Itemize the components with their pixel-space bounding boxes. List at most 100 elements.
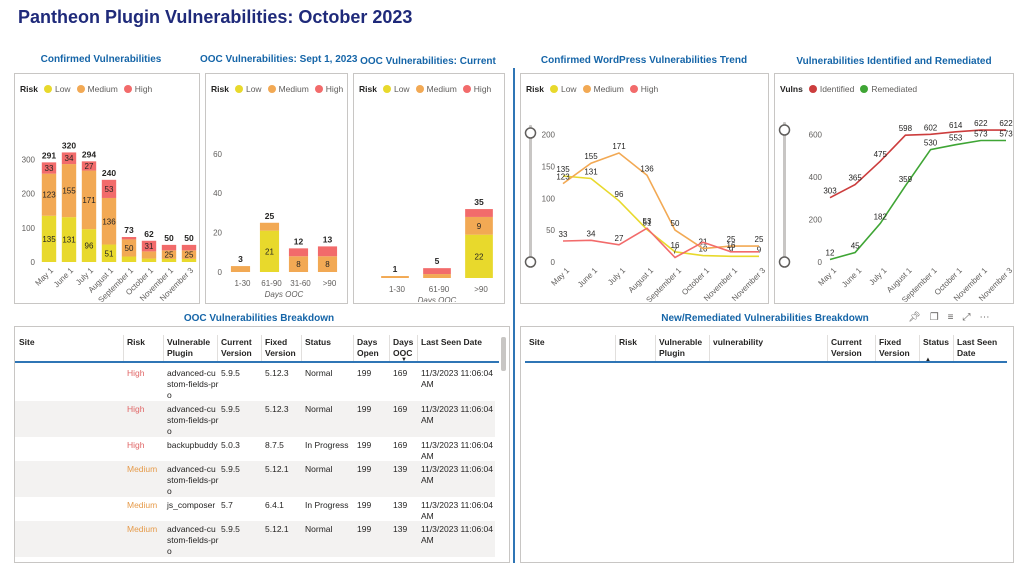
column-header[interactable]: Last Seen Date	[957, 337, 998, 358]
legend-title: Risk	[20, 84, 38, 94]
column-header[interactable]: Status	[923, 337, 949, 347]
bar-segment-medium	[61, 164, 77, 218]
column-header[interactable]: Risk	[619, 337, 637, 347]
legend-item-medium[interactable]: Medium	[415, 84, 457, 94]
segment-label: 171	[82, 196, 96, 205]
cell-seen: 11/3/2023	[421, 560, 497, 562]
column-header[interactable]: Status	[305, 337, 331, 347]
data-label: 171	[612, 142, 626, 151]
table-row[interactable]: High advanced-custom-fields-pro 5.9.5 5.12.…	[15, 401, 495, 437]
sort-down-icon: ▼	[401, 357, 407, 363]
data-label: 573	[999, 129, 1013, 138]
data-label: 123	[556, 173, 570, 182]
identified-remediated-chart[interactable]: Vulns Identified Remediated 0 200 400 600 30…	[774, 73, 1014, 304]
column-header[interactable]: Site	[19, 337, 35, 347]
column-header[interactable]: Current Version	[221, 337, 252, 358]
cell-risk: Medium	[127, 560, 165, 562]
column-header[interactable]: Risk	[127, 337, 145, 347]
column-header[interactable]: vulnerability	[713, 337, 764, 347]
column-divider	[875, 335, 876, 361]
y-tick-label: 200	[542, 131, 556, 140]
legend-item-high[interactable]: High	[629, 84, 658, 94]
filter-icon[interactable]: ≡	[947, 312, 954, 323]
legend-item-low[interactable]: Low	[43, 84, 71, 94]
focus-mode-icon[interactable]: ⤢	[962, 312, 971, 323]
series-line-high	[562, 227, 759, 259]
data-label: 365	[848, 174, 862, 183]
ooc-table-grid: Site Risk Vulnerable Plugin Current Version…	[15, 333, 499, 562]
legend-item-high[interactable]: High	[314, 84, 343, 94]
y-tick-label: 20	[213, 229, 222, 238]
legend-label: Medium	[87, 84, 118, 94]
data-label: 475	[874, 150, 888, 159]
x-tick-label: May 1	[549, 265, 571, 287]
legend-item-high[interactable]: High	[123, 84, 152, 94]
column-header[interactable]: Site	[529, 337, 545, 347]
bar-segment-medium	[161, 250, 177, 259]
table-row[interactable]: Medium advanced-custom-fields-pro 5.9.5 5.1…	[15, 521, 495, 557]
column-divider	[217, 335, 218, 361]
vertical-scrollbar[interactable]	[501, 337, 506, 371]
cell-current: 5.9.5	[221, 368, 240, 378]
series-line-remediated	[829, 139, 1006, 261]
legend-item-low[interactable]: Low	[382, 84, 410, 94]
copy-icon[interactable]: ❐	[929, 312, 939, 323]
column-header[interactable]: Days Open	[357, 337, 379, 358]
low-dot-icon	[234, 85, 243, 93]
legend-item-medium[interactable]: Medium	[582, 84, 624, 94]
trend-chart[interactable]: Risk Low Medium High 0 50 100 150 200 135 131 9…	[520, 73, 769, 304]
cell-ooc: 169	[393, 404, 408, 414]
column-header[interactable]: Vulnerable Plugin	[167, 337, 211, 358]
confirmed-vulnerabilities-chart[interactable]: Risk Low Medium High 0 100 200 300 135 123 33 2…	[14, 73, 200, 304]
bar-segment-medium	[288, 256, 309, 272]
table-row[interactable]: Medium js_composer 5.7 6.4.1 In Progress 199 1…	[15, 497, 495, 521]
column-header[interactable]: Current Version	[831, 337, 862, 358]
chart-legend: Vulns Identified Remediated	[780, 84, 923, 94]
data-label: 131	[584, 168, 598, 177]
legend-item-low[interactable]: Low	[234, 84, 262, 94]
data-label: 7	[673, 247, 678, 256]
ooc-breakdown-table[interactable]: Site Risk Vulnerable Plugin Current Version…	[14, 326, 510, 563]
bar-segment-low	[121, 256, 137, 262]
ooc-current-chart[interactable]: Risk Low Medium High 1 1-30 5 61-90 22 9 35 >90…	[353, 73, 505, 304]
data-label: 50	[671, 219, 680, 228]
cell-current: 5.9.5	[221, 524, 240, 534]
new-remediated-table[interactable]: Site Risk Vulnerable Plugin vulnerability Cu…	[520, 326, 1014, 563]
total-label: 62	[144, 229, 154, 239]
legend-item-medium[interactable]: Medium	[267, 84, 309, 94]
more-options-icon[interactable]: ⋯	[979, 312, 990, 323]
data-label: 16	[671, 241, 680, 250]
column-header[interactable]: Fixed Version	[879, 337, 910, 358]
table-row[interactable]: Mediumbackupbud5.0.38.8.3In Progress1991…	[15, 557, 497, 562]
high-dot-icon	[629, 85, 638, 93]
legend-item-high[interactable]: High	[462, 84, 492, 94]
medium-dot-icon	[582, 85, 591, 93]
legend-item-identified[interactable]: Identified	[808, 84, 854, 94]
column-header[interactable]: Days OOC	[393, 337, 414, 358]
cell-plugin: js_composer	[167, 500, 216, 510]
data-label: 622	[999, 119, 1013, 128]
column-header[interactable]: Last Seen Date	[421, 337, 482, 347]
pin-icon[interactable]: 📌︎	[908, 312, 921, 323]
chart-legend: Risk Low Medium High	[526, 84, 664, 94]
y-tick-label: 300	[22, 155, 36, 164]
chart-legend: Risk Low Medium High	[359, 84, 497, 94]
legend-label: Low	[560, 84, 577, 94]
legend-item-medium[interactable]: Medium	[76, 84, 118, 94]
total-label: 320	[62, 140, 76, 150]
legend-item-remediated[interactable]: Remediated	[860, 84, 917, 94]
cell-ooc: 139	[393, 560, 419, 562]
table-row[interactable]: High backupbuddy 5.0.3 8.7.5 In Progress 199 1…	[15, 437, 495, 461]
column-header[interactable]: Vulnerable Plugin	[659, 337, 703, 358]
table-row[interactable]: High advanced-custom-fields-pro 5.9.5 5.12.…	[15, 365, 495, 401]
cell-risk: High	[127, 368, 145, 378]
column-divider	[417, 335, 418, 361]
table-row[interactable]: Medium advanced-custom-fields-pro 5.9.5 5.1…	[15, 461, 495, 497]
legend-item-low[interactable]: Low	[549, 84, 577, 94]
legend-label: High	[473, 84, 492, 94]
ooc-sept-chart[interactable]: Risk Low Medium High 0 20 40 60 3 1-30 21 25 61-…	[205, 73, 348, 304]
column-header[interactable]: Fixed Version	[265, 337, 296, 358]
x-tick-label: >90	[474, 285, 488, 294]
x-tick-label: 1-30	[234, 279, 251, 288]
chart-title-ooc-sept: OOC Vulnerabilities: Sept 1, 2023	[200, 54, 358, 65]
